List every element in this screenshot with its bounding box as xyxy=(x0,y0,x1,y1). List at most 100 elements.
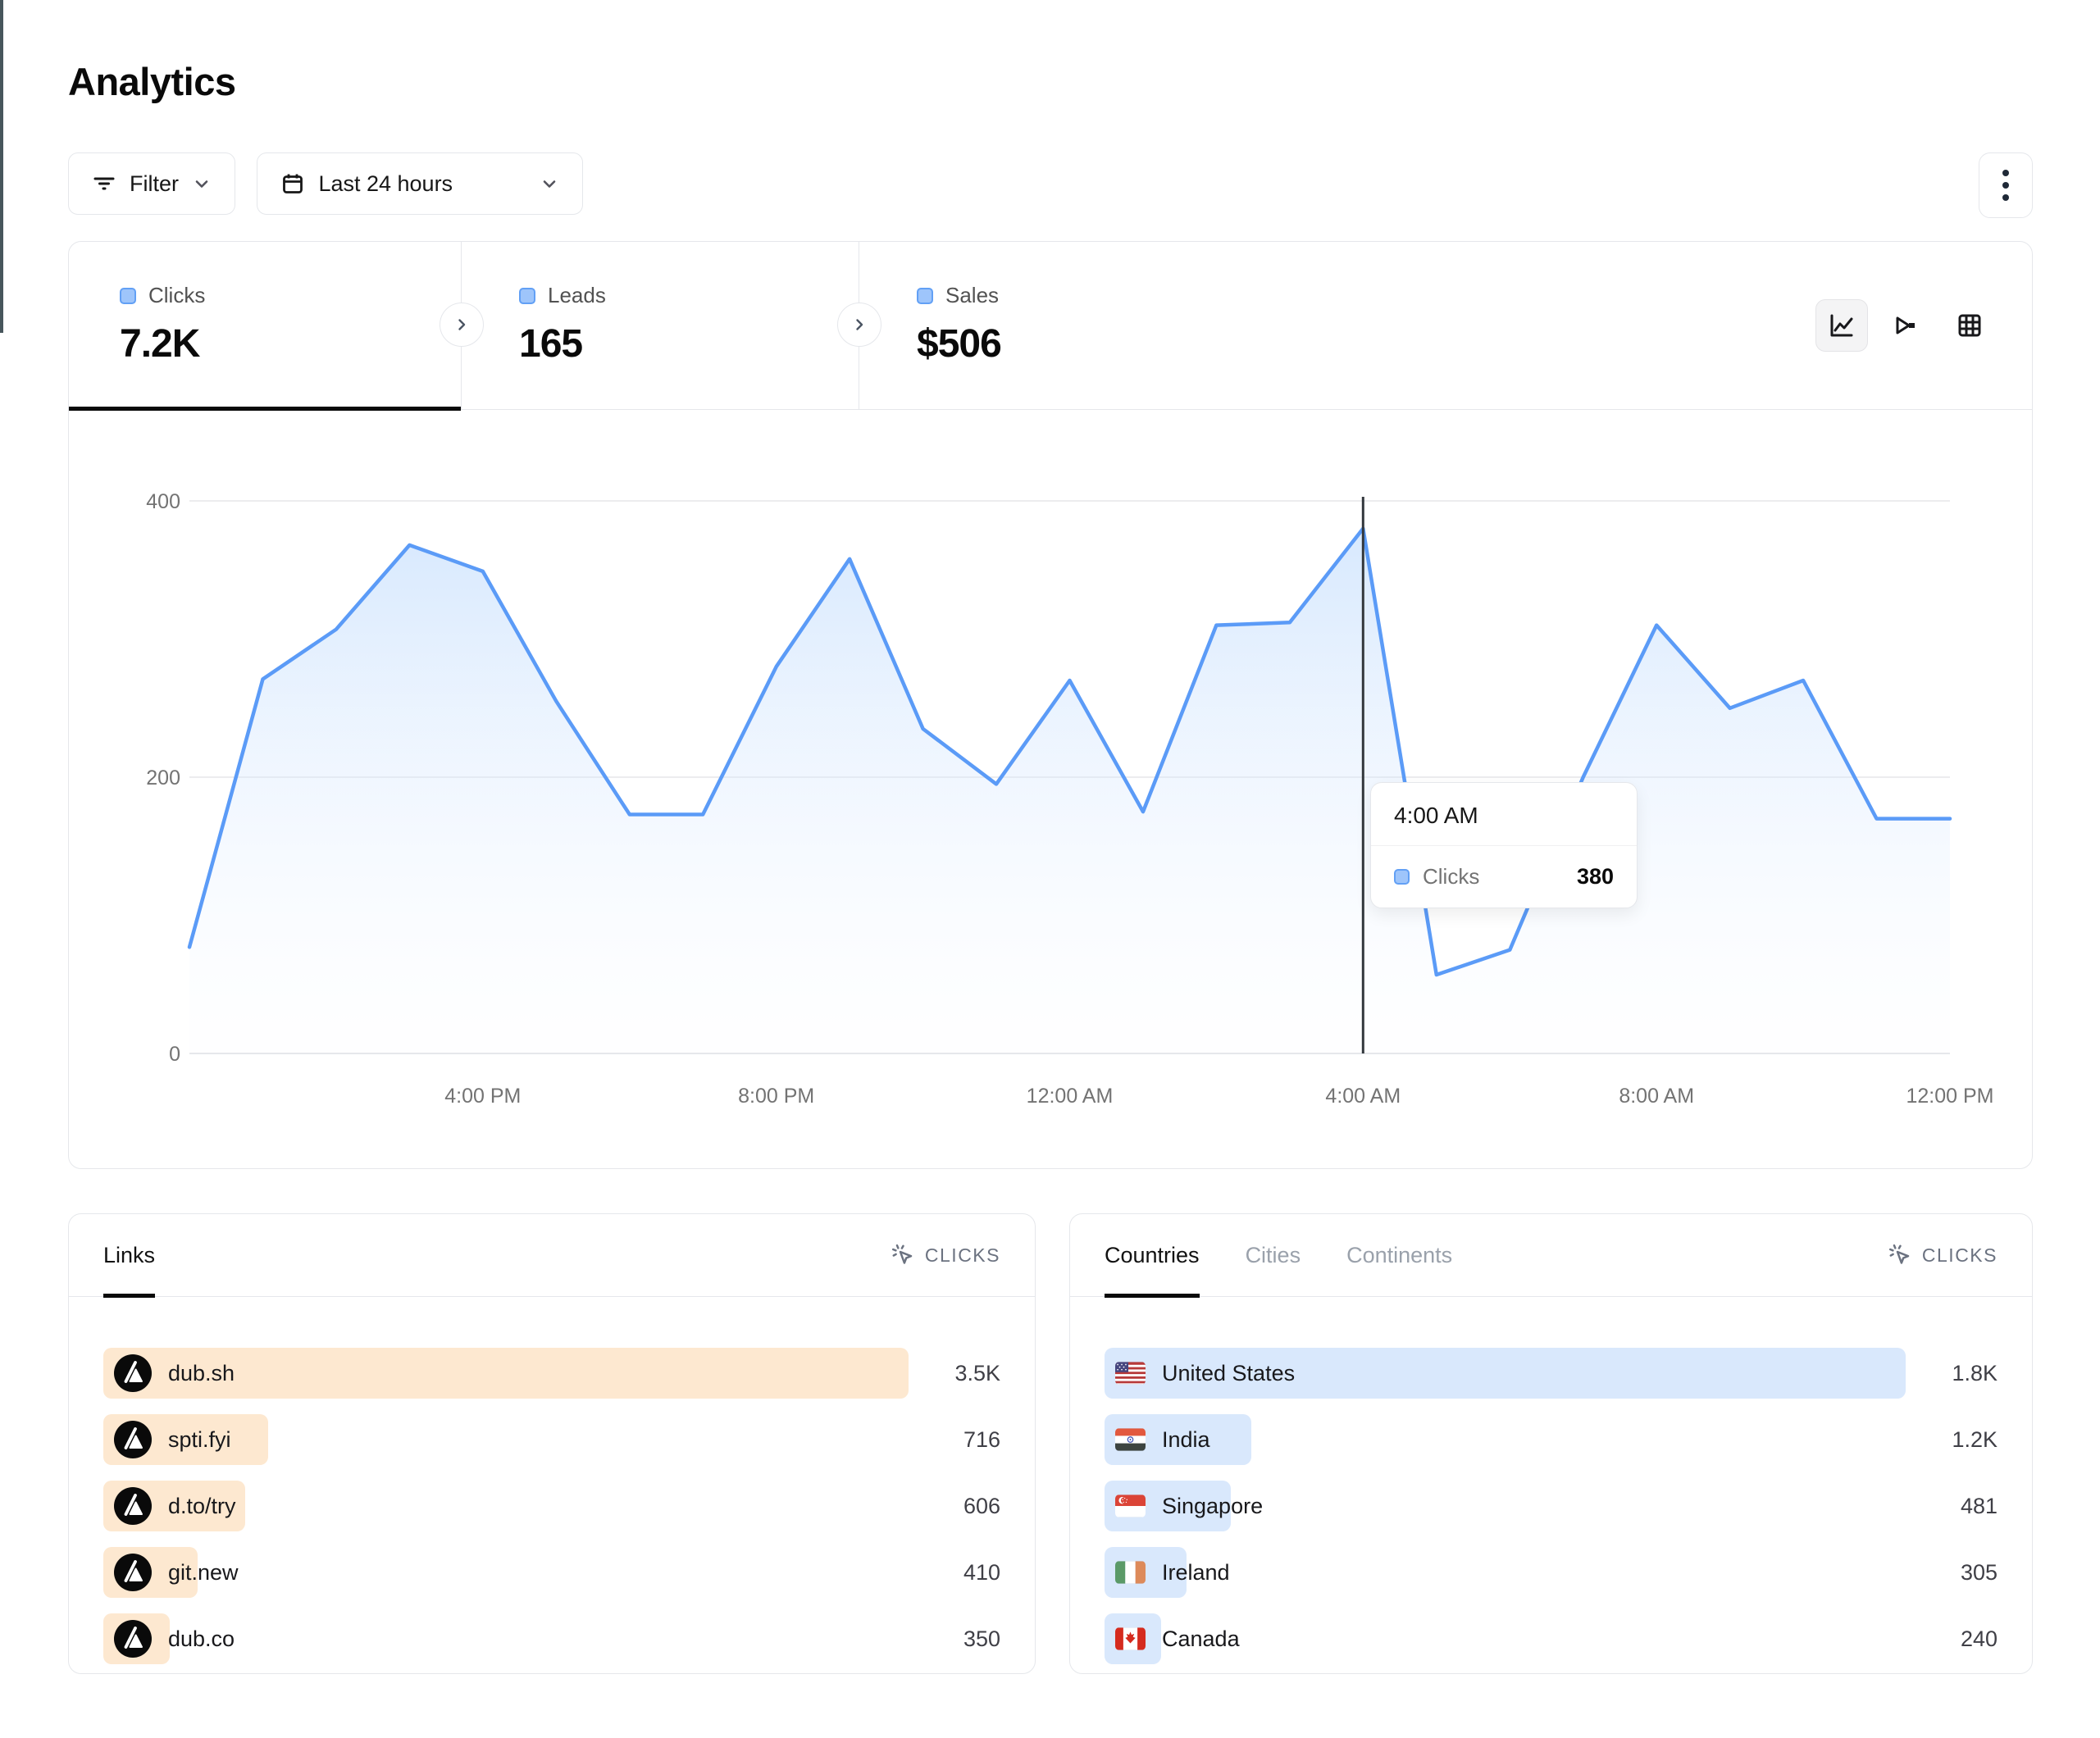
clicks-area-chart: 0 200 400 4:00 PM 8:00 PM 12:00 AM 4:00 AM 8:0… xyxy=(146,490,1993,1108)
list-item[interactable]: United States 1.8K xyxy=(1105,1348,1998,1399)
list-item-label: India xyxy=(1162,1426,1210,1452)
list-item-value: 1.8K xyxy=(1952,1360,1998,1385)
svg-text:8:00 PM: 8:00 PM xyxy=(738,1085,814,1108)
list-item-value: 240 xyxy=(1960,1626,1998,1651)
svg-text:12:00 AM: 12:00 AM xyxy=(1027,1085,1114,1108)
stat-tab-sales[interactable]: Sales $506 xyxy=(859,242,1212,409)
active-tab-underline xyxy=(1105,1293,1200,1298)
metric-selector-clicks[interactable]: CLICKS xyxy=(1888,1243,1998,1267)
list-item[interactable]: Canada 240 xyxy=(1105,1613,1998,1664)
chart-tooltip: 4:00 AM Clicks 380 xyxy=(1370,782,1638,908)
list-item-label: dub.sh xyxy=(168,1360,235,1385)
countries-panel: Countries Cities Continents CLICKS Unite… xyxy=(1069,1213,2033,1674)
more-options-button[interactable] xyxy=(1979,152,2033,218)
list-item[interactable]: dub.co 350 xyxy=(103,1613,1000,1664)
countries-panel-header: Countries Cities Continents CLICKS xyxy=(1070,1214,2032,1298)
expand-stat-button[interactable] xyxy=(837,303,881,347)
svg-text:4:00 PM: 4:00 PM xyxy=(444,1085,521,1108)
svg-text:200: 200 xyxy=(146,767,180,789)
tab-countries[interactable]: Countries xyxy=(1105,1214,1200,1298)
filter-button-label: Filter xyxy=(130,171,179,196)
active-tab-underline xyxy=(103,1293,156,1298)
stat-label: Sales xyxy=(945,283,1000,307)
clicks-chart[interactable]: 0 200 400 4:00 PM 8:00 PM 12:00 AM 4:00 AM 8:0… xyxy=(69,410,2032,1169)
value-bar xyxy=(103,1348,909,1399)
svg-text:0: 0 xyxy=(169,1043,180,1066)
stat-tab-leads[interactable]: Leads 165 xyxy=(462,242,859,409)
chevron-down-icon xyxy=(544,180,556,188)
list-item-label: dub.co xyxy=(168,1626,235,1651)
list-item[interactable]: Ireland 305 xyxy=(1105,1547,1998,1598)
chart-area-fill xyxy=(189,528,1950,1053)
singapore-flag-icon xyxy=(1115,1495,1146,1517)
filter-button[interactable]: Filter xyxy=(68,152,235,215)
links-panel-header: Links CLICKS xyxy=(69,1214,1035,1298)
expand-stat-button[interactable] xyxy=(440,303,484,347)
funnel-icon[interactable] xyxy=(1879,299,1932,352)
countries-list: United States 1.8K India 1.2K Singapore 481 Ir… xyxy=(1070,1297,2032,1664)
svg-text:400: 400 xyxy=(146,490,180,513)
table-icon[interactable] xyxy=(1943,299,1996,352)
dub-logo-icon xyxy=(114,1487,152,1525)
sales-legend-swatch xyxy=(917,287,933,304)
list-item-value: 410 xyxy=(963,1559,1000,1585)
kebab-menu-icon xyxy=(2002,170,2009,201)
date-range-button[interactable]: Last 24 hours xyxy=(257,152,584,215)
filter-lines-icon xyxy=(93,177,115,190)
active-tab-underline xyxy=(69,406,461,411)
us-flag-icon xyxy=(1115,1362,1146,1385)
list-item-label: d.to/try xyxy=(168,1493,236,1518)
tooltip-value: 380 xyxy=(1576,864,1614,889)
svg-text:8:00 AM: 8:00 AM xyxy=(1619,1085,1694,1108)
dub-logo-icon xyxy=(114,1554,152,1591)
list-item-value: 606 xyxy=(963,1493,1000,1518)
list-item-label: United States xyxy=(1162,1360,1296,1385)
tab-links[interactable]: Links xyxy=(103,1214,156,1298)
tab-cities[interactable]: Cities xyxy=(1245,1242,1301,1267)
stat-divider xyxy=(440,242,484,409)
list-item[interactable]: git.new 410 xyxy=(103,1547,1000,1598)
y-axis-labels: 0 200 400 xyxy=(146,490,180,1066)
list-item-value: 305 xyxy=(1960,1559,1998,1585)
leads-legend-swatch xyxy=(519,287,535,304)
toolbar: Filter Last 24 hours xyxy=(68,152,2033,218)
chevron-right-icon xyxy=(856,319,863,330)
svg-text:12:00 PM: 12:00 PM xyxy=(1906,1085,1993,1108)
list-item-value: 481 xyxy=(1960,1493,1998,1518)
dub-logo-icon xyxy=(114,1354,152,1392)
list-item-label: Singapore xyxy=(1162,1493,1264,1518)
cursor-click-icon xyxy=(891,1244,913,1264)
links-list: dub.sh 3.5K spti.fyi 716 d.to/try 606 git.new 4… xyxy=(69,1297,1035,1664)
chevron-right-icon xyxy=(458,319,466,330)
metric-selector-clicks[interactable]: CLICKS xyxy=(891,1243,1000,1267)
stat-value: 165 xyxy=(519,322,583,366)
stat-tab-clicks[interactable]: Clicks 7.2K xyxy=(69,242,461,411)
tooltip-series-label: Clicks xyxy=(1423,864,1480,889)
svg-text:4:00 AM: 4:00 AM xyxy=(1325,1085,1401,1108)
list-item[interactable]: Singapore 481 xyxy=(1105,1481,1998,1531)
tooltip-legend-swatch xyxy=(1394,869,1410,885)
stats-row: Clicks 7.2K Leads 165 Sales $506 xyxy=(69,242,2032,411)
tab-continents[interactable]: Continents xyxy=(1346,1242,1453,1267)
list-item-label: Canada xyxy=(1162,1626,1240,1651)
list-item[interactable]: spti.fyi 716 xyxy=(103,1414,1000,1465)
chevron-down-icon xyxy=(195,180,208,188)
list-item-value: 716 xyxy=(963,1426,1000,1452)
calendar-icon xyxy=(283,174,303,193)
left-edge-accent xyxy=(0,0,3,333)
stat-value: $506 xyxy=(917,322,1002,366)
list-item-value: 350 xyxy=(963,1626,1000,1651)
list-item[interactable]: d.to/try 606 xyxy=(103,1481,1000,1531)
india-flag-icon xyxy=(1115,1428,1146,1451)
list-item-value: 1.2K xyxy=(1952,1426,1998,1452)
page-title: Analytics xyxy=(68,60,236,103)
ireland-flag-icon xyxy=(1115,1561,1146,1584)
tooltip-time: 4:00 AM xyxy=(1371,783,1637,846)
list-item[interactable]: dub.sh 3.5K xyxy=(103,1348,1000,1399)
list-item[interactable]: India 1.2K xyxy=(1105,1414,1998,1465)
links-panel: Links CLICKS dub.sh 3.5K spti.fyi 716 d.to/t… xyxy=(68,1213,1036,1674)
chart-type-switcher xyxy=(1815,242,2032,409)
stat-label: Clicks xyxy=(148,283,206,307)
x-axis-labels: 4:00 PM 8:00 PM 12:00 AM 4:00 AM 8:00 AM 12:0… xyxy=(444,1085,1993,1108)
line-chart-icon[interactable] xyxy=(1815,299,1868,352)
